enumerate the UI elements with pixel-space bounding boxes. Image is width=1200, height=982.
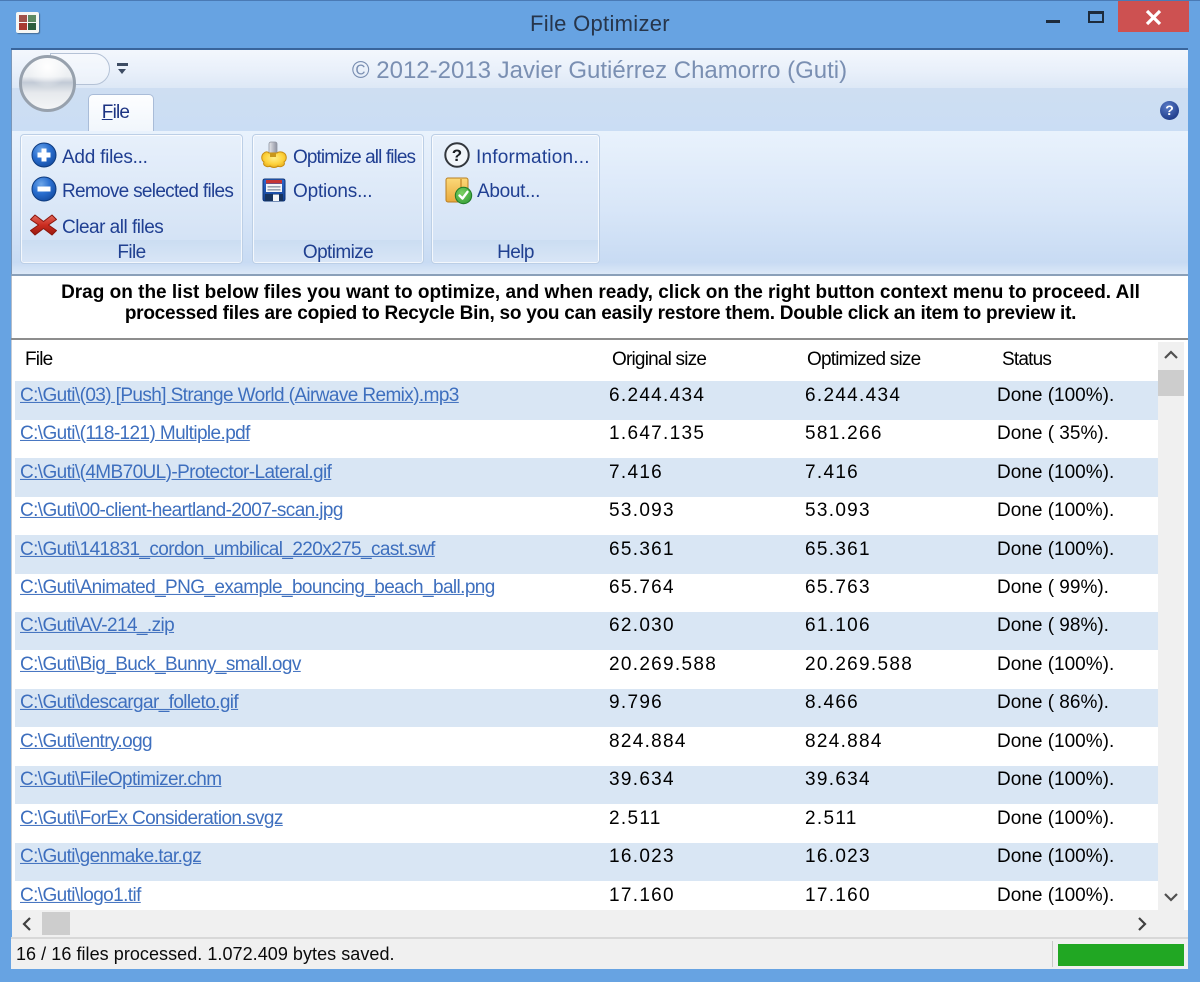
svg-text:?: ? — [452, 146, 462, 165]
